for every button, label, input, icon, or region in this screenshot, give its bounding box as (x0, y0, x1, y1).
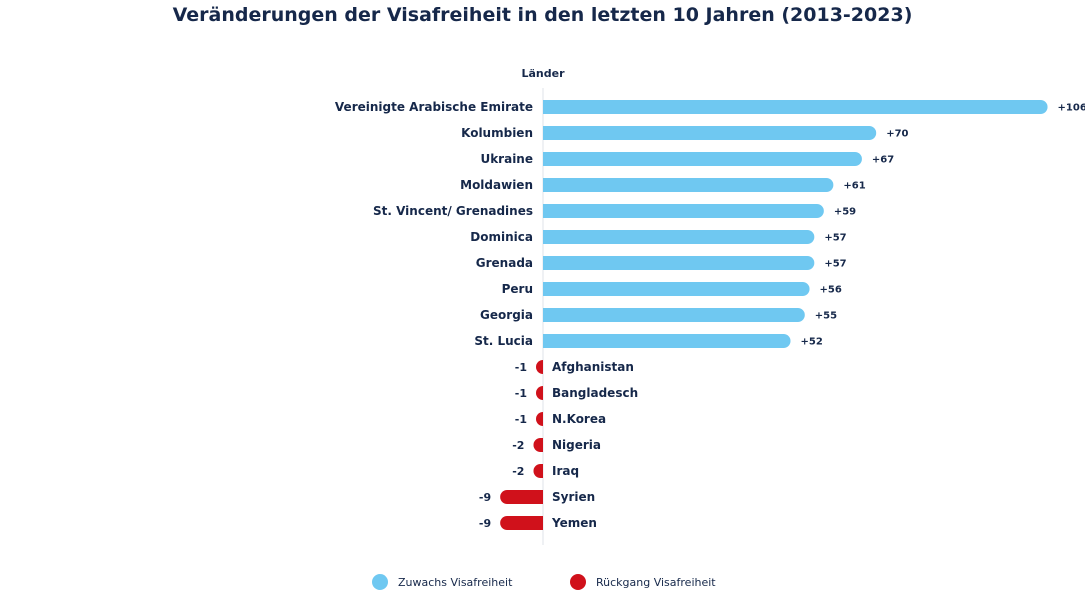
data-label: -1 (515, 361, 527, 374)
data-label: +61 (843, 181, 865, 192)
bar-negative (533, 438, 543, 452)
category-label: Yemen (551, 516, 597, 530)
data-label: +57 (824, 259, 846, 270)
legend-label: Rückgang Visafreiheit (596, 576, 716, 589)
category-label: Afghanistan (552, 360, 634, 374)
bar-negative (500, 490, 543, 504)
data-label: -2 (512, 439, 524, 452)
legend-label: Zuwachs Visafreiheit (398, 576, 513, 589)
bar-positive (543, 282, 810, 296)
data-label: +59 (834, 207, 856, 218)
bar-negative (536, 386, 543, 400)
data-label: -2 (512, 465, 524, 478)
data-label: +70 (886, 129, 908, 140)
legend-marker (372, 574, 388, 590)
category-label: Moldawien (460, 178, 533, 192)
category-label: Dominica (470, 230, 533, 244)
category-label: Nigeria (552, 438, 601, 452)
category-label: Bangladesch (552, 386, 638, 400)
category-label: N.Korea (552, 412, 606, 426)
category-label: Peru (502, 282, 533, 296)
category-label: Iraq (552, 464, 579, 478)
category-label: Syrien (552, 490, 595, 504)
bar-negative (536, 412, 543, 426)
data-label: +67 (872, 155, 894, 166)
legend-marker (570, 574, 586, 590)
data-label: +52 (801, 337, 823, 348)
category-label: Grenada (476, 256, 533, 270)
category-label: Ukraine (480, 152, 533, 166)
data-label: +57 (824, 233, 846, 244)
chart-title: Veränderungen der Visafreiheit in den le… (172, 4, 913, 26)
data-label: -1 (515, 413, 527, 426)
bar-positive (543, 100, 1048, 114)
category-axis-label: Länder (521, 67, 565, 80)
bar-negative (536, 360, 543, 374)
bar-positive (543, 178, 834, 192)
bar-positive (543, 204, 824, 219)
bar-positive (543, 230, 815, 244)
bar-positive (543, 334, 791, 348)
data-label: -1 (515, 387, 527, 400)
data-label: +55 (815, 311, 837, 322)
bar-positive (543, 256, 815, 270)
category-label: St. Lucia (474, 334, 533, 348)
data-label: -9 (479, 491, 491, 504)
category-label: Georgia (480, 308, 533, 322)
data-label: +106 (1058, 103, 1085, 114)
bar-negative (533, 464, 543, 479)
category-label: St. Vincent/ Grenadines (373, 204, 533, 218)
category-label: Kolumbien (461, 126, 533, 140)
bar-positive (543, 126, 877, 140)
category-label: Vereinigte Arabische Emirate (335, 100, 533, 114)
data-label: -9 (479, 517, 491, 530)
bar-negative (500, 516, 543, 530)
bar-positive (543, 152, 862, 166)
data-label: +56 (820, 285, 842, 296)
bar-positive (543, 308, 805, 322)
